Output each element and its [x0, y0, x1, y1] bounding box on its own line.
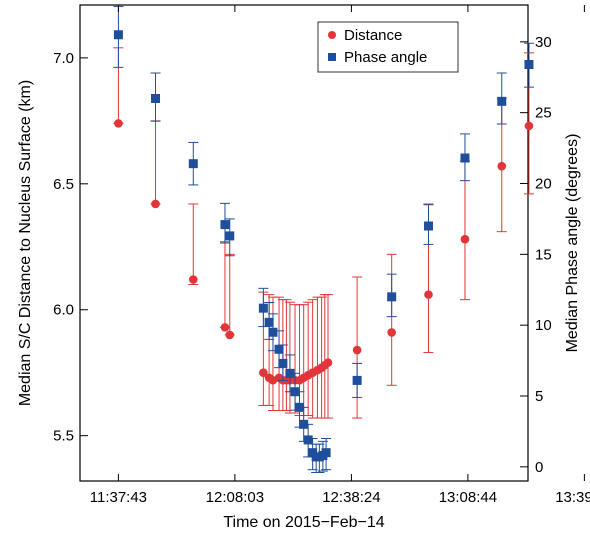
point: [188, 275, 198, 284]
point: [303, 435, 313, 445]
y-right-tick-label: 15: [535, 246, 552, 263]
point: [387, 328, 396, 337]
point: [151, 199, 160, 209]
point: [259, 368, 268, 378]
y-right-tick-label: 25: [535, 105, 552, 122]
point: [524, 60, 534, 69]
point: [278, 358, 288, 368]
legend-marker-phase-angle: [328, 53, 336, 61]
series-distance: [113, 47, 534, 419]
point: [225, 231, 235, 241]
point: [460, 234, 470, 244]
point: [423, 221, 433, 231]
point: [352, 345, 362, 355]
point: [268, 327, 278, 337]
point: [113, 30, 123, 40]
point: [460, 153, 470, 163]
series-phase-angle: [113, 5, 534, 473]
point: [220, 220, 230, 230]
point: [387, 292, 397, 302]
y-left-tick-label: 7.0: [53, 50, 74, 67]
y-right-tick-label: 10: [535, 317, 552, 334]
point: [285, 368, 295, 378]
axis-ticks: 11:37:43 12:08:03 12:38:24 13:08:44 13:39:04…: [53, 5, 590, 506]
point: [114, 119, 123, 128]
plot-frame: [79, 4, 529, 482]
point: [220, 323, 230, 332]
legend-label-phase-angle: Phase angle: [344, 49, 427, 66]
point: [352, 375, 362, 385]
legend: Distance Phase angle: [317, 21, 459, 73]
point: [497, 161, 507, 171]
point: [424, 290, 433, 299]
x-tick-label: 13:39:04: [555, 489, 590, 506]
point: [258, 303, 268, 313]
point: [264, 317, 274, 327]
y-axis-right-title: Median Phase angle (degrees): [564, 134, 581, 353]
y-right-tick-label: 0: [535, 459, 543, 476]
legend-label-distance: Distance: [344, 27, 402, 44]
point: [323, 358, 333, 367]
y-left-tick-label: 5.5: [53, 428, 74, 445]
y-axis-left-title: Median S/C Distance to Nucleus Surface (…: [17, 80, 34, 406]
y-left-tick-label: 6.5: [53, 176, 74, 193]
point: [524, 121, 534, 131]
y-right-tick-label: 30: [535, 34, 552, 51]
data-marks: [113, 5, 534, 473]
y-left-tick-label: 6.0: [53, 302, 74, 319]
x-tick-label: 13:08:44: [439, 489, 497, 506]
y-right-tick-label: 20: [535, 176, 552, 193]
x-axis-title: Time on 2015−Feb−14: [223, 514, 384, 531]
point: [151, 94, 161, 103]
point: [321, 448, 331, 458]
legend-box: [317, 21, 459, 73]
y-right-tick-label: 5: [535, 388, 543, 405]
point: [497, 96, 507, 106]
point: [274, 344, 284, 354]
x-tick-label: 12:08:03: [206, 489, 264, 506]
legend-marker-distance: [328, 31, 336, 39]
x-tick-label: 11:37:43: [90, 489, 147, 506]
point: [188, 159, 198, 169]
point: [225, 330, 235, 340]
x-tick-label: 12:38:24: [322, 489, 380, 506]
